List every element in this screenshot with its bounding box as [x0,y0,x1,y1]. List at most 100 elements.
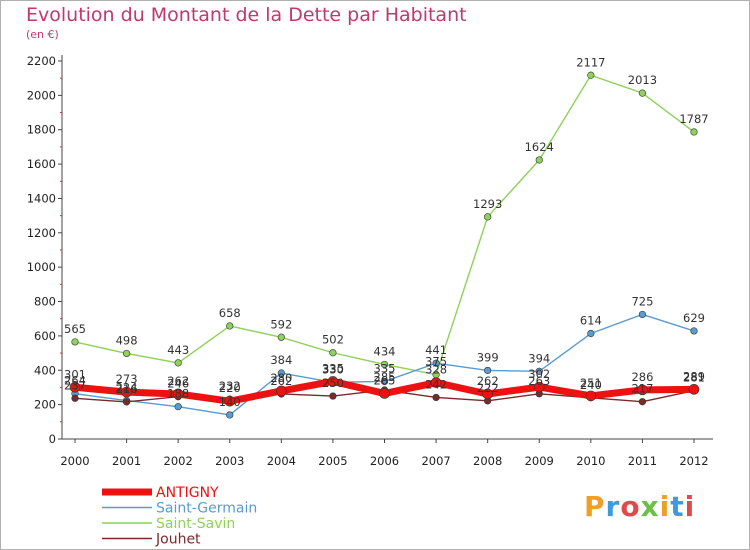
x-tick-label: 2007 [421,454,450,468]
data-label-jouhet: 285 [374,370,396,384]
data-label-saint-savin: 1787 [679,112,708,126]
legend-label-jouhet: Jouhet [155,532,201,548]
data-label-saint-germain: 264 [64,374,86,388]
data-label-saint-savin: 1293 [473,197,502,211]
x-tick-label: 2001 [112,454,141,468]
axes: 0 200 400 600 800 1000 1200 1400 1600 1800 2000 220… [27,54,713,468]
y-tick-label: 1200 [27,226,56,240]
data-label-saint-germain: 335 [374,361,396,375]
y-tick-label: 1800 [27,123,56,137]
data-label-antigny: 280 [270,371,292,385]
x-tick-label: 2006 [370,454,399,468]
data-point-jouhet [638,398,647,406]
data-label-jouhet: 281 [683,371,705,385]
data-point-saint-germain [432,359,440,367]
x-tick-label: 2011 [628,454,657,468]
data-point-saint-savin [484,213,492,221]
logo-letter: x [640,490,660,523]
y-tick-label: 2000 [27,88,56,102]
data-label-saint-germain: 614 [580,314,602,328]
data-label-saint-germain: 399 [477,350,499,364]
data-label-saint-savin: 498 [116,333,138,347]
data-point-antigny [224,395,236,407]
data-label-antigny: 289 [683,369,705,383]
data-point-saint-savin [277,333,285,341]
legend-label-saint-germain: Saint-Germain [156,501,257,517]
legend-label-saint-savin: Saint-Savin [156,516,235,532]
x-tick-label: 2002 [164,454,193,468]
data-point-antigny [327,376,339,387]
proxiti-logo: Proxiti [584,490,695,523]
y-tick-label: 1600 [27,157,56,171]
data-point-saint-savin [638,89,647,97]
data-point-saint-germain [226,411,234,419]
data-label-saint-germain: 384 [270,353,292,367]
data-label-antigny: 286 [631,370,653,384]
data-point-saint-germain [638,310,647,319]
x-tick-label: 2008 [473,454,502,468]
data-point-saint-germain [535,367,543,375]
data-label-antigny: 273 [116,372,138,386]
data-point-antigny [276,385,287,397]
data-label-saint-germain: 330 [322,362,344,376]
legend-label-antigny: ANTIGNY [156,485,219,501]
x-tick-label: 2004 [267,454,296,468]
y-tick-label: 200 [34,398,56,412]
data-point-saint-savin [690,128,698,136]
data-point-antigny [379,388,390,399]
data-label-saint-savin: 2117 [576,55,605,69]
data-point-antigny [121,386,132,398]
data-label-saint-savin: 565 [64,322,86,336]
data-point-saint-savin [71,338,79,346]
data-label-jouhet: 232 [219,379,241,393]
data-point-jouhet [432,393,440,402]
data-point-antigny [482,388,493,400]
data-point-saint-savin [587,71,595,79]
x-tick-label: 2009 [525,454,554,468]
data-label-jouhet: 222 [477,381,499,395]
data-label-saint-germain: 140 [219,395,241,409]
data-label-saint-germain: 188 [167,387,189,401]
logo-letter: i [684,490,696,523]
data-point-saint-germain [587,329,595,338]
data-label-jouhet: 240 [580,378,602,392]
data-point-jouhet [329,392,337,400]
series-layer [69,71,700,419]
data-point-saint-germain [484,366,492,375]
data-label-jouhet: 217 [631,382,653,396]
data-point-saint-germain [690,327,698,335]
x-tick-label: 2003 [215,454,244,468]
chart-title: Evolution du Montant de la Dette par Hab… [26,4,467,26]
data-label-antigny: 302 [528,367,550,381]
data-label-jouhet: 262 [270,374,292,388]
data-label-saint-germain: 725 [631,294,653,308]
logo-letter: i [659,490,671,523]
data-point-saint-savin [380,360,389,369]
data-label-saint-savin: 443 [167,343,189,357]
y-tick-label: 1400 [27,191,56,205]
data-label-antigny: 262 [477,374,499,388]
data-point-antigny [430,377,442,388]
data-label-jouhet: 237 [64,378,86,392]
y-tick-label: 2200 [27,54,56,68]
data-point-saint-germain [277,369,285,377]
data-label-jouhet: 216 [116,382,138,396]
logo-letter: P [584,490,606,523]
data-labels: 565 498 443 658 592 502 434 375 1293 1624 2117 2013… [64,55,709,409]
data-point-saint-savin [122,349,131,358]
y-tick-label: 800 [34,295,56,309]
data-label-antigny: 265 [374,373,396,387]
data-label-saint-germain: 394 [528,351,550,365]
y-tick-label: 600 [34,329,56,343]
data-point-saint-germain [380,377,389,386]
y-tick-label: 1000 [27,260,56,274]
data-point-antigny [585,390,597,402]
data-label-saint-germain: 441 [425,343,447,357]
data-label-antigny: 328 [425,363,447,377]
data-label-saint-savin: 2013 [628,73,657,87]
data-point-saint-savin [226,322,234,330]
data-label-jouhet: 242 [425,377,447,391]
data-label-jouhet: 263 [528,374,550,388]
data-point-antigny [637,384,648,396]
